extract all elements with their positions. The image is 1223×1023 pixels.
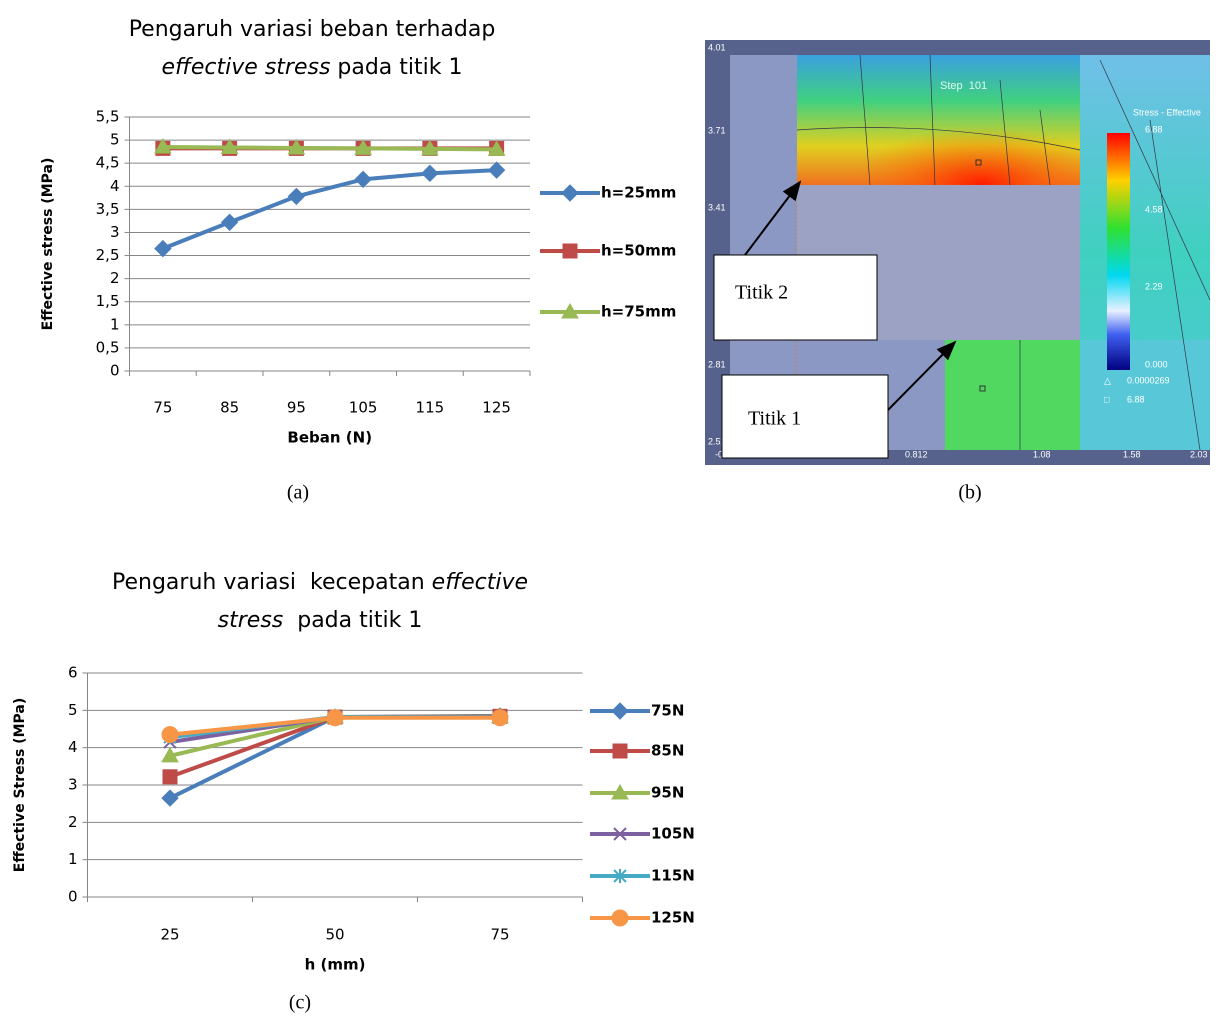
marker <box>327 710 343 726</box>
x-axis-title: Beban (N) <box>287 429 372 447</box>
legend-label: 125N <box>651 909 695 927</box>
y-tick-label: 3 <box>110 223 120 241</box>
chart: Pengaruh variasi beban terhadap effective… <box>40 17 676 447</box>
y-tick-label: 4,5 <box>96 154 120 172</box>
max-label: 6.88 <box>1127 394 1145 404</box>
legend-marker <box>612 703 628 719</box>
marker <box>222 214 238 230</box>
legend-marker <box>562 185 578 201</box>
chart-title: Pengaruh variasi kecepatan effective <box>112 570 528 595</box>
y-axis-label: 2.81 <box>708 359 726 369</box>
marker <box>492 710 508 726</box>
legend-marker <box>563 244 577 258</box>
y-tick-label: 5 <box>68 701 78 719</box>
legend-marker <box>612 910 628 926</box>
y-axis-label: 3.41 <box>708 202 726 212</box>
min-marker: △ <box>1104 375 1111 385</box>
legend-label: h=50mm <box>601 242 676 260</box>
caption: (b) <box>958 482 981 504</box>
title-segment: pada titik 1 <box>283 608 422 633</box>
y-tick-label: 5 <box>110 131 120 149</box>
y-tick-label: 4 <box>68 738 78 756</box>
chart-title: stress pada titik 1 <box>218 608 423 633</box>
marker <box>155 241 171 257</box>
y-tick-label: 0 <box>68 888 78 906</box>
x-axis-title: h (mm) <box>305 956 366 974</box>
y-tick-label: 2 <box>68 813 78 831</box>
colorbar-label: 6.88 <box>1145 124 1163 134</box>
marker <box>422 165 438 181</box>
x-tick-label: 115 <box>416 399 445 417</box>
x-tick-label: 75 <box>153 399 172 417</box>
marker <box>288 188 304 204</box>
y-tick-label: 0 <box>110 362 120 380</box>
y-axis-title: Effective stress (MPa) <box>40 158 56 331</box>
x-axis-label: 1.58 <box>1123 449 1141 459</box>
marker <box>489 162 505 178</box>
legend-label: 85N <box>651 742 684 760</box>
x-axis-label: 2.03 <box>1190 449 1208 459</box>
x-tick-label: 50 <box>325 926 344 944</box>
y-axis-label: 3.71 <box>708 125 726 135</box>
colorbar-label: 2.29 <box>1145 281 1163 291</box>
legend-label: 115N <box>651 867 695 885</box>
title-segment: effective stress <box>161 55 330 80</box>
chart-title: effective stress pada titik 1 <box>161 55 462 80</box>
marker <box>163 770 177 784</box>
y-tick-label: 1 <box>68 850 78 868</box>
callout: Titik 1 <box>748 408 801 430</box>
min-label: 0.0000269 <box>1127 375 1170 385</box>
y-tick-label: 1 <box>110 315 120 333</box>
x-tick-label: 95 <box>287 399 306 417</box>
title-segment: Pengaruh variasi beban terhadap <box>129 17 496 42</box>
title-segment: stress <box>218 608 284 633</box>
marker <box>355 171 371 187</box>
legend-label: 95N <box>651 784 684 802</box>
x-tick-label: 125 <box>482 399 511 417</box>
legend-label: 105N <box>651 825 695 843</box>
chart: Pengaruh variasi kecepatan effective stre… <box>12 570 695 974</box>
title-segment: effective <box>432 570 528 595</box>
marker <box>162 790 178 806</box>
y-tick-label: 4 <box>110 177 120 195</box>
y-tick-label: 6 <box>68 664 78 682</box>
legend-label: 75N <box>651 702 684 720</box>
colorbar-label: 0.000 <box>1145 359 1168 369</box>
caption: (a) <box>287 482 309 504</box>
marker <box>162 727 178 743</box>
x-tick-label: 105 <box>349 399 378 417</box>
y-tick-label: 0,5 <box>96 338 120 356</box>
y-tick-label: 5,5 <box>96 108 120 126</box>
colorbar-label: 4.58 <box>1145 204 1163 214</box>
y-axis-label: 4.01 <box>708 42 726 52</box>
y-axis-title: Effective Stress (MPa) <box>12 698 28 872</box>
y-tick-label: 2 <box>110 269 120 287</box>
y-tick-label: 1,5 <box>96 292 120 310</box>
legend-label: h=25mm <box>601 184 676 202</box>
series-line <box>163 147 497 149</box>
figure: Step 101 Stress - Effective 6.88 4.58 2.… <box>0 0 1223 1019</box>
y-tick-label: 3 <box>68 776 78 794</box>
legend-label: h=75mm <box>601 303 676 321</box>
x-axis-label: 1.08 <box>1033 449 1051 459</box>
chart-title: Pengaruh variasi beban terhadap <box>129 17 496 42</box>
x-tick-label: 75 <box>490 926 509 944</box>
callout: Titik 2 <box>735 282 788 304</box>
caption: (c) <box>289 992 311 1014</box>
legend-marker <box>613 744 627 758</box>
title-segment: pada titik 1 <box>330 55 462 80</box>
y-tick-label: 3,5 <box>96 200 120 218</box>
title-segment: Pengaruh variasi kecepatan <box>112 570 432 595</box>
y-tick-label: 2,5 <box>96 246 120 264</box>
x-tick-label: 85 <box>220 399 239 417</box>
max-marker: □ <box>1104 394 1110 404</box>
step-label: Step 101 <box>940 80 987 92</box>
x-axis-label: 0.812 <box>905 449 928 459</box>
legend-title: Stress - Effective <box>1133 107 1201 117</box>
x-tick-label: 25 <box>160 926 179 944</box>
simulation-image: Step 101 Stress - Effective 6.88 4.58 2.… <box>705 40 1210 465</box>
